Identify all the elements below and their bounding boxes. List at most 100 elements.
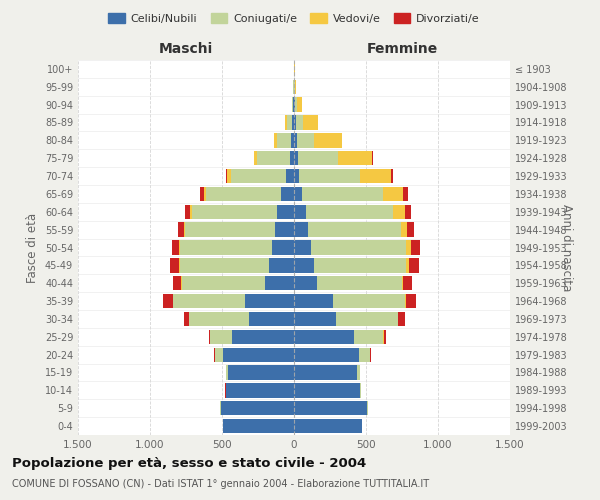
Bar [299,169,359,183]
Bar [221,401,294,415]
Bar [401,222,407,237]
Bar [293,98,294,112]
Bar [308,222,401,237]
Bar [294,240,311,254]
Bar [294,419,362,433]
Bar [281,187,294,201]
Bar [286,169,294,183]
Bar [294,383,360,398]
Bar [178,222,184,237]
Bar [295,98,297,112]
Text: Popolazione per età, sesso e stato civile - 2004: Popolazione per età, sesso e stato civil… [12,458,366,470]
Bar [274,133,277,148]
Bar [250,312,294,326]
Bar [277,133,291,148]
Bar [226,366,228,380]
Bar [398,312,404,326]
Bar [383,330,386,344]
Legend: Celibi/Nubili, Coniugati/e, Vedovi/e, Divorziati/e: Celibi/Nubili, Coniugati/e, Vedovi/e, Di… [104,8,484,28]
Bar [272,240,294,254]
Bar [232,330,294,344]
Bar [355,330,383,344]
Bar [409,258,419,272]
Bar [206,187,281,201]
Bar [185,222,275,237]
Bar [294,348,359,362]
Bar [172,240,179,254]
Bar [294,98,295,112]
Bar [287,116,292,130]
Bar [403,187,408,201]
Bar [184,312,189,326]
Bar [226,383,294,398]
Bar [292,98,293,112]
Bar [184,222,185,237]
Bar [294,151,298,166]
Bar [173,276,181,290]
Bar [179,240,272,254]
Bar [290,151,294,166]
Bar [275,222,294,237]
Bar [294,401,367,415]
Bar [294,222,308,237]
Bar [269,258,294,272]
Bar [291,133,294,148]
Bar [192,204,277,219]
Bar [189,312,250,326]
Bar [294,312,336,326]
Bar [294,133,297,148]
Bar [297,98,302,112]
Bar [405,294,406,308]
Bar [294,258,314,272]
Bar [305,204,394,219]
Bar [294,330,355,344]
Bar [367,401,368,415]
Bar [298,151,338,166]
Bar [185,204,190,219]
Bar [403,276,412,290]
Bar [314,258,406,272]
Bar [370,348,371,362]
Bar [360,383,361,398]
Bar [277,204,294,219]
Bar [227,169,232,183]
Bar [314,133,341,148]
Y-axis label: Anni di nascita: Anni di nascita [560,204,573,291]
Bar [163,294,173,308]
Bar [173,294,245,308]
Bar [211,330,232,344]
Bar [294,169,299,183]
Bar [391,169,392,183]
Bar [296,116,304,130]
Bar [302,187,383,201]
Bar [228,366,294,380]
Bar [359,348,370,362]
Bar [406,294,416,308]
Bar [383,187,403,201]
Bar [336,312,398,326]
Bar [405,204,412,219]
Bar [245,294,294,308]
Bar [406,240,412,254]
Bar [200,187,204,201]
Bar [294,366,358,380]
Bar [406,258,409,272]
Bar [226,169,227,183]
Bar [215,348,223,362]
Bar [214,348,215,362]
Bar [182,276,265,290]
Bar [294,276,317,290]
Text: Maschi: Maschi [159,42,213,56]
Bar [254,151,257,166]
Bar [220,401,221,415]
Bar [412,240,420,254]
Bar [170,258,179,272]
Bar [341,133,342,148]
Bar [232,169,286,183]
Bar [257,151,290,166]
Bar [338,151,373,166]
Bar [358,366,359,380]
Bar [223,348,294,362]
Bar [294,294,333,308]
Bar [204,187,206,201]
